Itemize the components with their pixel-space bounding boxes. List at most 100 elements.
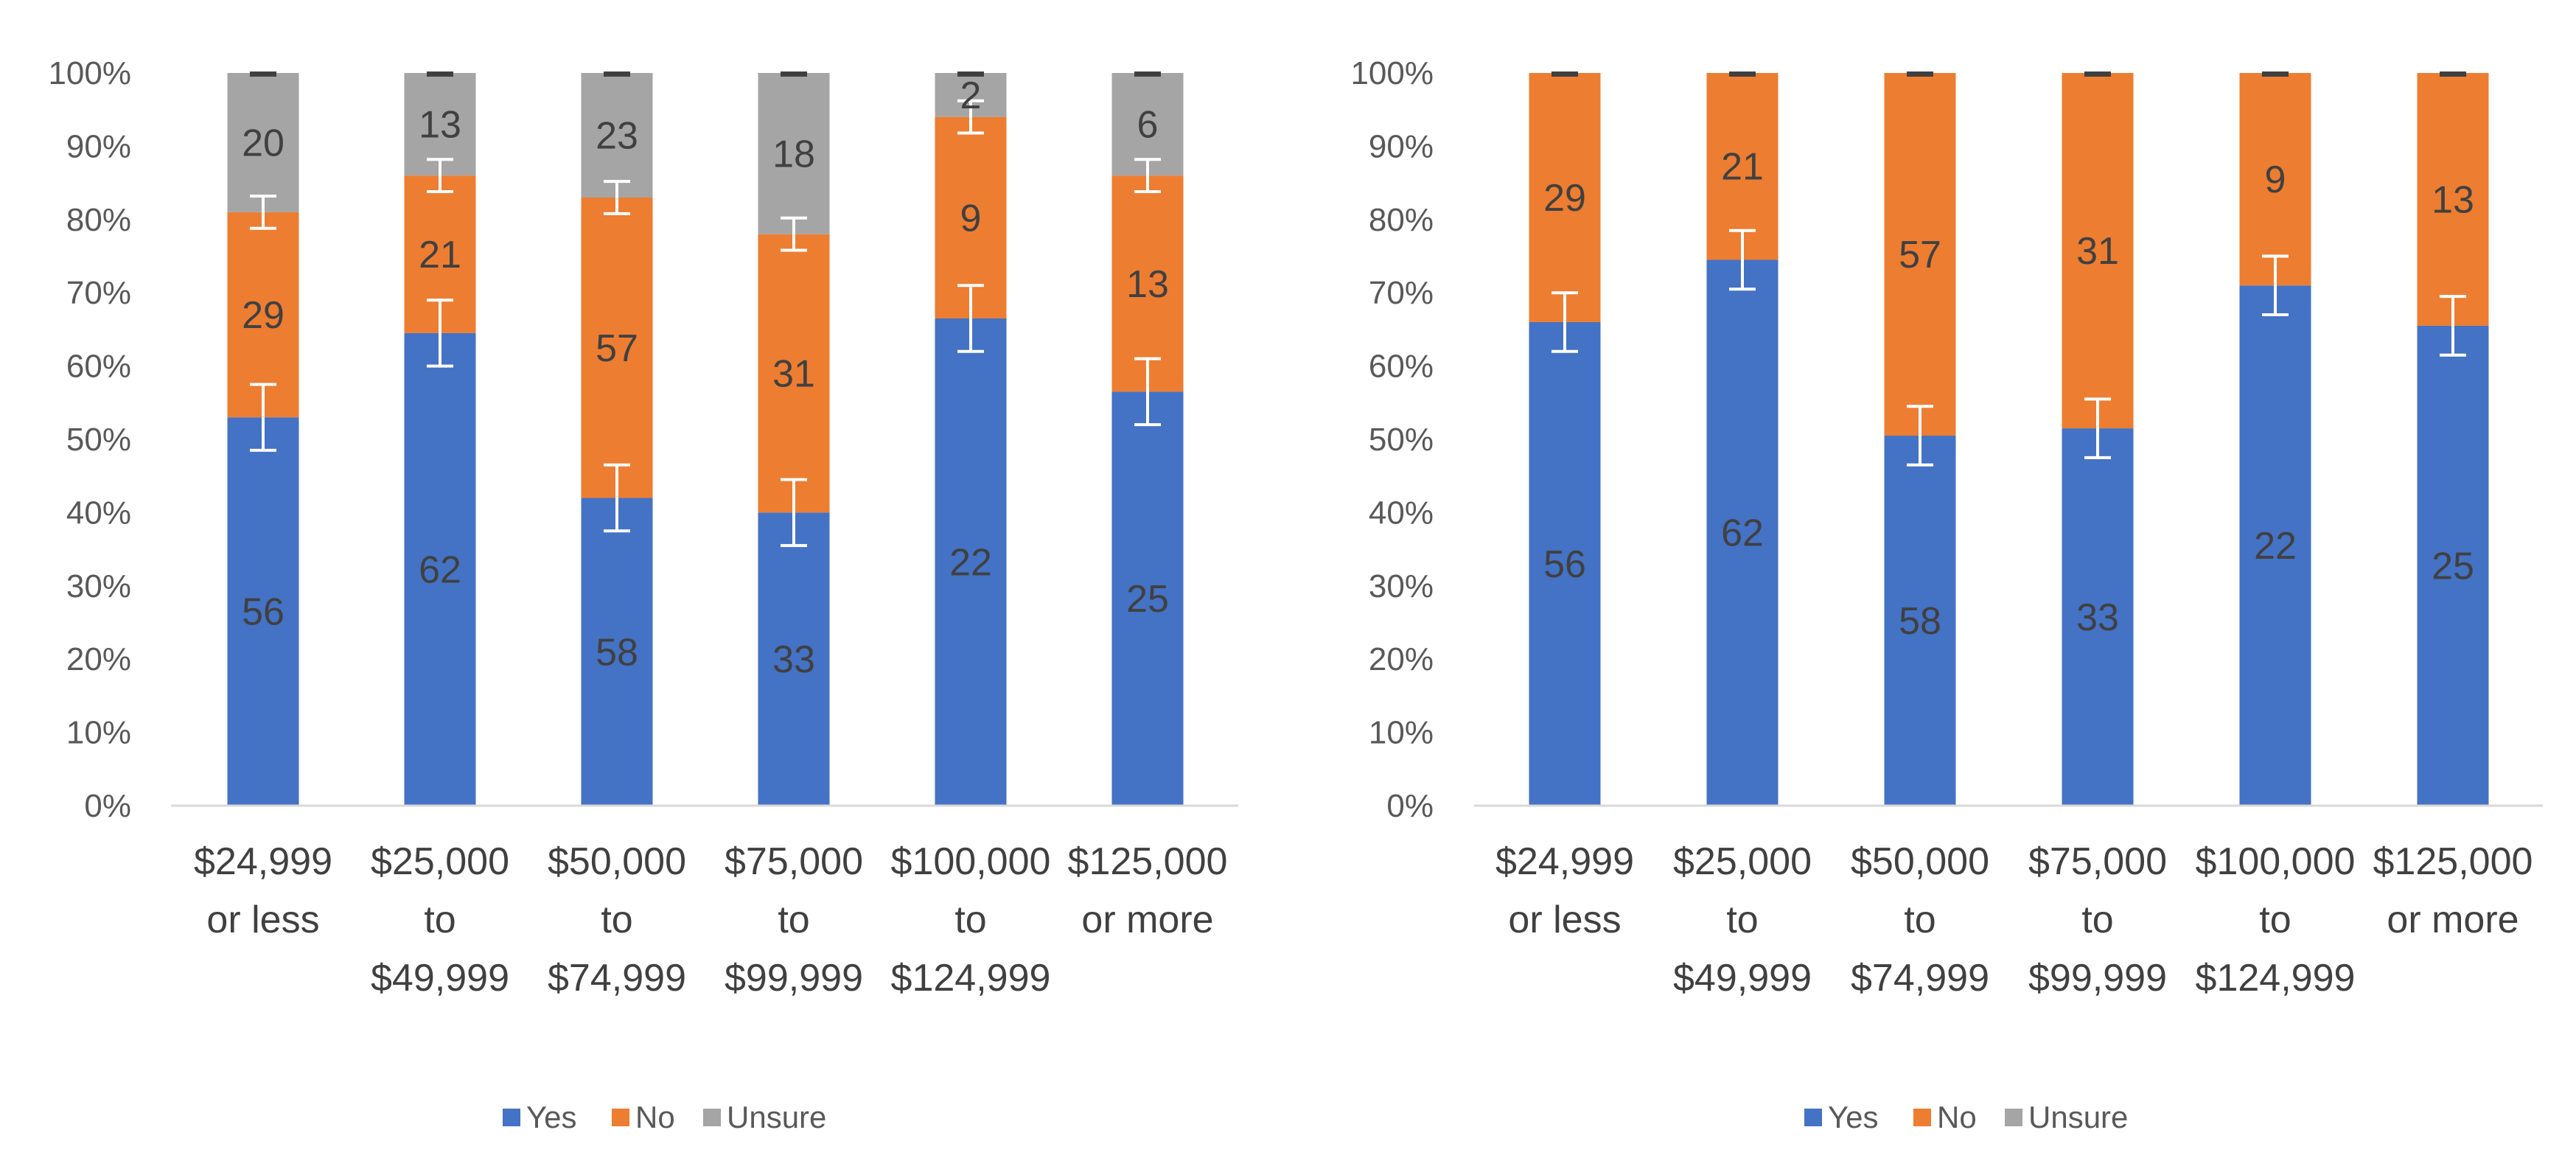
data-label: 2: [960, 74, 982, 117]
error-bar: [1134, 357, 1161, 427]
data-label: 23: [596, 114, 638, 157]
error-bar: [2262, 254, 2289, 317]
y-tick-label: 50%: [1369, 422, 1434, 458]
bar-segment-unsure: [581, 73, 653, 198]
data-label: 62: [1721, 512, 1764, 555]
y-tick-label: 20%: [1369, 641, 1434, 677]
data-label: 29: [242, 294, 285, 337]
error-bar: [604, 180, 630, 215]
y-tick-label: 10%: [1369, 715, 1434, 751]
legend-label: Unsure: [727, 1100, 826, 1134]
y-tick-label: 60%: [1369, 349, 1434, 385]
error-bar: [781, 216, 807, 252]
data-label: 22: [949, 541, 992, 584]
error-bar: [250, 71, 276, 77]
category-label: to: [2081, 899, 2113, 941]
y-tick-label: 80%: [66, 202, 131, 238]
legend-swatch: [703, 1109, 721, 1126]
bar-segment-no: [1111, 175, 1184, 392]
error-bar: [1134, 71, 1161, 77]
y-tick-label: 70%: [1369, 275, 1434, 311]
bar-segment-no: [2239, 73, 2311, 286]
bar-segment-yes: [404, 332, 476, 806]
y-tick-label: 0%: [1386, 788, 1434, 824]
legend-swatch: [503, 1109, 520, 1126]
data-label: 9: [960, 197, 982, 240]
category-label: $124,999: [2196, 957, 2356, 1000]
category-label: $49,999: [371, 957, 509, 1000]
category-label: to: [778, 899, 809, 941]
bar-segment-yes: [758, 512, 830, 806]
category-label: $75,000: [725, 840, 863, 883]
error-bar: [957, 99, 984, 135]
data-label: 29: [1543, 177, 1586, 220]
error-bar: [1551, 291, 1578, 353]
error-bar: [781, 71, 807, 77]
bar-segment-no: [1529, 73, 1601, 322]
y-tick-label: 30%: [66, 568, 131, 604]
category-label: $50,000: [1851, 840, 1989, 883]
y-tick-label: 70%: [66, 275, 131, 311]
category-label: $50,000: [548, 840, 686, 883]
data-label: 58: [1899, 600, 1941, 643]
legend-swatch: [1804, 1109, 1822, 1126]
category-label: $100,000: [2196, 840, 2356, 883]
data-label: 56: [1543, 543, 1586, 586]
error-bar: [250, 383, 276, 452]
category-label: $75,000: [2028, 840, 2167, 883]
y-tick-label: 60%: [66, 349, 131, 385]
category-label: $49,999: [1673, 957, 1812, 1000]
y-tick-label: 100%: [48, 55, 131, 91]
bar-segment-unsure: [227, 73, 299, 212]
data-label: 13: [419, 104, 461, 147]
error-bar: [604, 71, 630, 77]
data-label: 57: [596, 327, 638, 370]
data-label: 13: [1126, 263, 1169, 306]
data-label: 21: [419, 234, 461, 276]
category-label: to: [954, 899, 986, 941]
error-bar: [1729, 229, 1756, 291]
y-tick-label: 30%: [1369, 568, 1434, 604]
bar-segment-yes: [2062, 428, 2134, 806]
data-label: 25: [1126, 578, 1169, 621]
data-label: 33: [2076, 596, 2119, 639]
data-label: 58: [596, 631, 638, 674]
bar-segment-no: [2417, 73, 2489, 326]
bar-segment-no: [1884, 73, 1956, 436]
category-label: $125,000: [1068, 840, 1228, 883]
y-tick-label: 100%: [1350, 55, 1434, 91]
y-tick-label: 90%: [1369, 128, 1434, 164]
category-label: or more: [1081, 899, 1213, 941]
bar-segment-no: [758, 234, 830, 513]
legend: Yes No Unsure: [1804, 1100, 2128, 1134]
error-bar: [1134, 158, 1161, 194]
y-tick-label: 40%: [1369, 495, 1434, 531]
category-label: to: [424, 899, 455, 941]
bar-segment-yes: [1111, 391, 1184, 806]
error-bar: [427, 158, 453, 194]
error-bar: [957, 284, 984, 353]
data-label: 31: [2076, 230, 2119, 273]
legend-label: Yes: [1828, 1100, 1879, 1134]
category-label: $100,000: [891, 840, 1051, 883]
y-tick-label: 40%: [66, 495, 131, 531]
error-bar: [2440, 295, 2466, 357]
category-label: $74,999: [1851, 957, 1989, 1000]
category-label: to: [1904, 899, 1936, 941]
error-bar: [2262, 71, 2289, 77]
legend-swatch: [2005, 1109, 2022, 1126]
error-bar: [781, 478, 807, 548]
data-label: 22: [2254, 525, 2297, 568]
error-bar: [2084, 397, 2111, 459]
category-label: to: [1726, 899, 1758, 941]
data-label: 25: [2432, 545, 2474, 587]
legend: Yes No Unsure: [503, 1100, 826, 1134]
data-label: 33: [772, 638, 815, 681]
y-tick-label: 90%: [66, 128, 131, 164]
data-label: 6: [1137, 104, 1159, 147]
y-tick-label: 50%: [66, 422, 131, 458]
data-label: 62: [419, 548, 461, 591]
category-label: to: [2259, 899, 2291, 941]
error-bar: [957, 71, 984, 77]
